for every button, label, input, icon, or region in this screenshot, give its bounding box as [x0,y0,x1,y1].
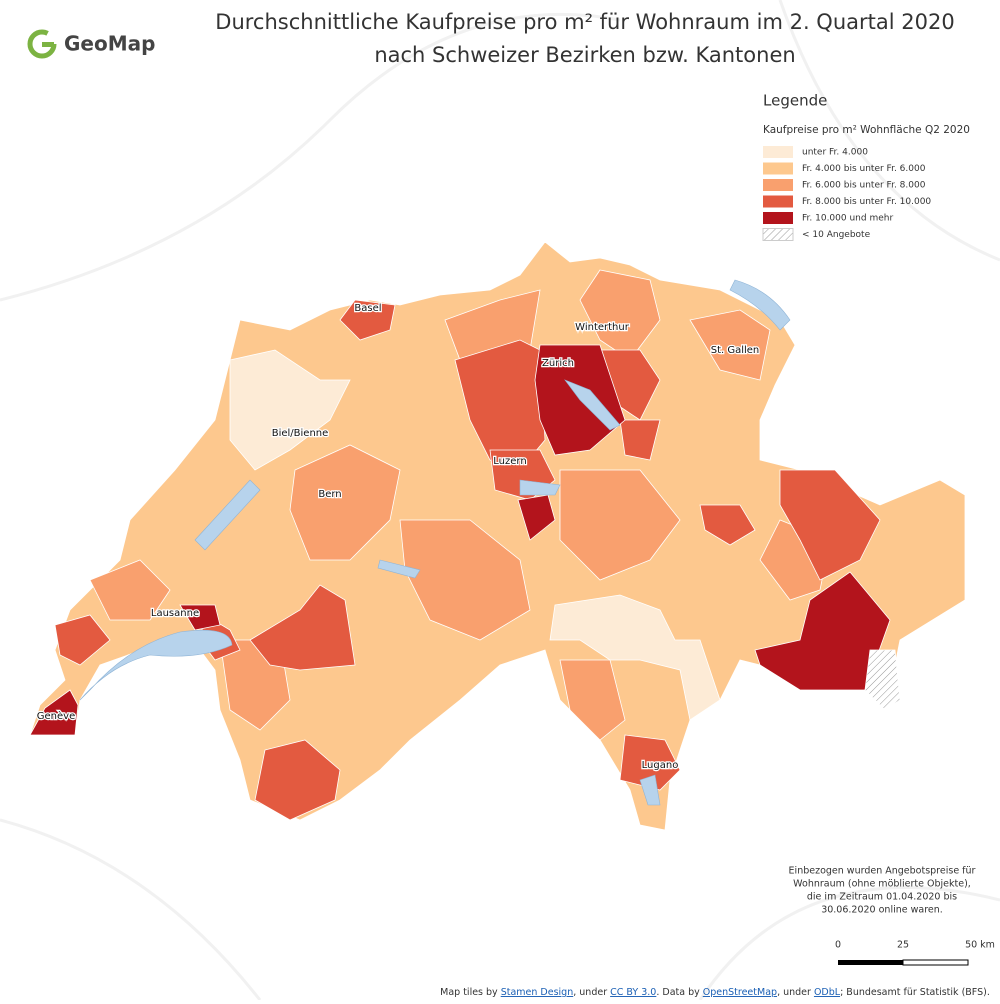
attribution-text: , under [573,987,610,998]
region [689,309,771,381]
region [29,689,79,736]
attribution-text: , under [777,987,814,998]
attribution-link[interactable]: Stamen Design [501,987,574,998]
city-label: Winterthur [575,322,630,333]
lakes [79,279,791,806]
city-labels: Basel Winterthur Zürich St. Gallen Biel/Bien… [36,302,761,773]
region [289,444,401,561]
region [754,571,891,691]
scale-bar: 0 25 50 km [835,940,995,966]
region [229,349,351,471]
legend-label: Fr. 10.000 und mehr [802,214,893,224]
region [339,299,396,341]
legend-subtitle: Kaufpreise pro m² Wohnfläche Q2 2020 [763,124,970,136]
region [699,504,756,546]
attribution-link[interactable]: ODbL [814,987,841,998]
legend-label: < 10 Angebote [802,230,871,240]
legend-label: Fr. 4.000 bis unter Fr. 6.000 [802,164,926,174]
attribution-text: Map tiles by [440,987,501,998]
attribution: Map tiles by Stamen Design, under CC BY … [440,987,990,998]
city-label: Bern [318,489,341,500]
regions [29,269,901,821]
region [549,594,721,721]
region [54,614,111,666]
attribution-link[interactable]: CC BY 3.0 [610,987,656,998]
region [399,519,531,641]
city-label: Basel [354,303,381,314]
city-label: Luzern [493,456,526,467]
legend: Legende Kaufpreise pro m² Wohnfläche Q2 … [762,92,970,241]
legend-swatch [763,179,793,191]
region [559,469,681,581]
city-label: St. Gallen [711,345,760,356]
legend-heading: Legende [763,92,827,110]
logo: GeoMap [27,29,155,59]
legend-swatch [762,228,794,241]
city-label: Zürich [542,358,574,369]
note: Einbezogen wurden Angebotspreise für Wohn… [789,866,976,916]
scale-label: 25 [897,940,909,951]
logo-text: GeoMap [64,32,155,56]
title: Durchschnittliche Kaufpreise pro m² für … [215,10,954,34]
legend-label: Fr. 8.000 bis unter Fr. 10.000 [802,197,931,207]
legend-label: Fr. 6.000 bis unter Fr. 8.000 [802,181,926,191]
region [89,559,171,621]
note-line: Wohnraum (ohne möblierte Objekte), [793,879,971,890]
region [559,659,626,741]
note-line: die im Zeitraum 01.04.2020 bis [807,892,957,903]
region [619,734,681,791]
region [619,419,661,461]
region [517,494,556,541]
region [249,584,356,671]
region [779,469,881,581]
scale-label: 50 km [965,940,995,951]
attribution-link[interactable]: OpenStreetMap [703,987,777,998]
region [254,739,341,821]
city-label: Biel/Bienne [272,428,329,439]
title: nach Schweizer Bezirken bzw. Kantonen [374,43,795,67]
legend-swatch [763,146,793,158]
legend-swatch [763,162,793,175]
city-label: Lausanne [151,608,199,619]
attribution-text: . Data by [656,987,702,998]
note-line: Einbezogen wurden Angebotspreise für [789,866,976,877]
attribution-text: ; Bundesamt für Statistik (BFS). [840,987,990,998]
city-label: Lugano [642,760,679,771]
scale-label: 0 [835,940,841,951]
note-line: 30.06.2020 online waren. [821,905,943,916]
legend-swatch [763,212,793,224]
legend-label: unter Fr. 4.000 [802,148,868,158]
region [179,604,221,631]
legend-swatch [763,195,793,208]
city-label: Genève [37,710,75,722]
region [864,649,901,711]
